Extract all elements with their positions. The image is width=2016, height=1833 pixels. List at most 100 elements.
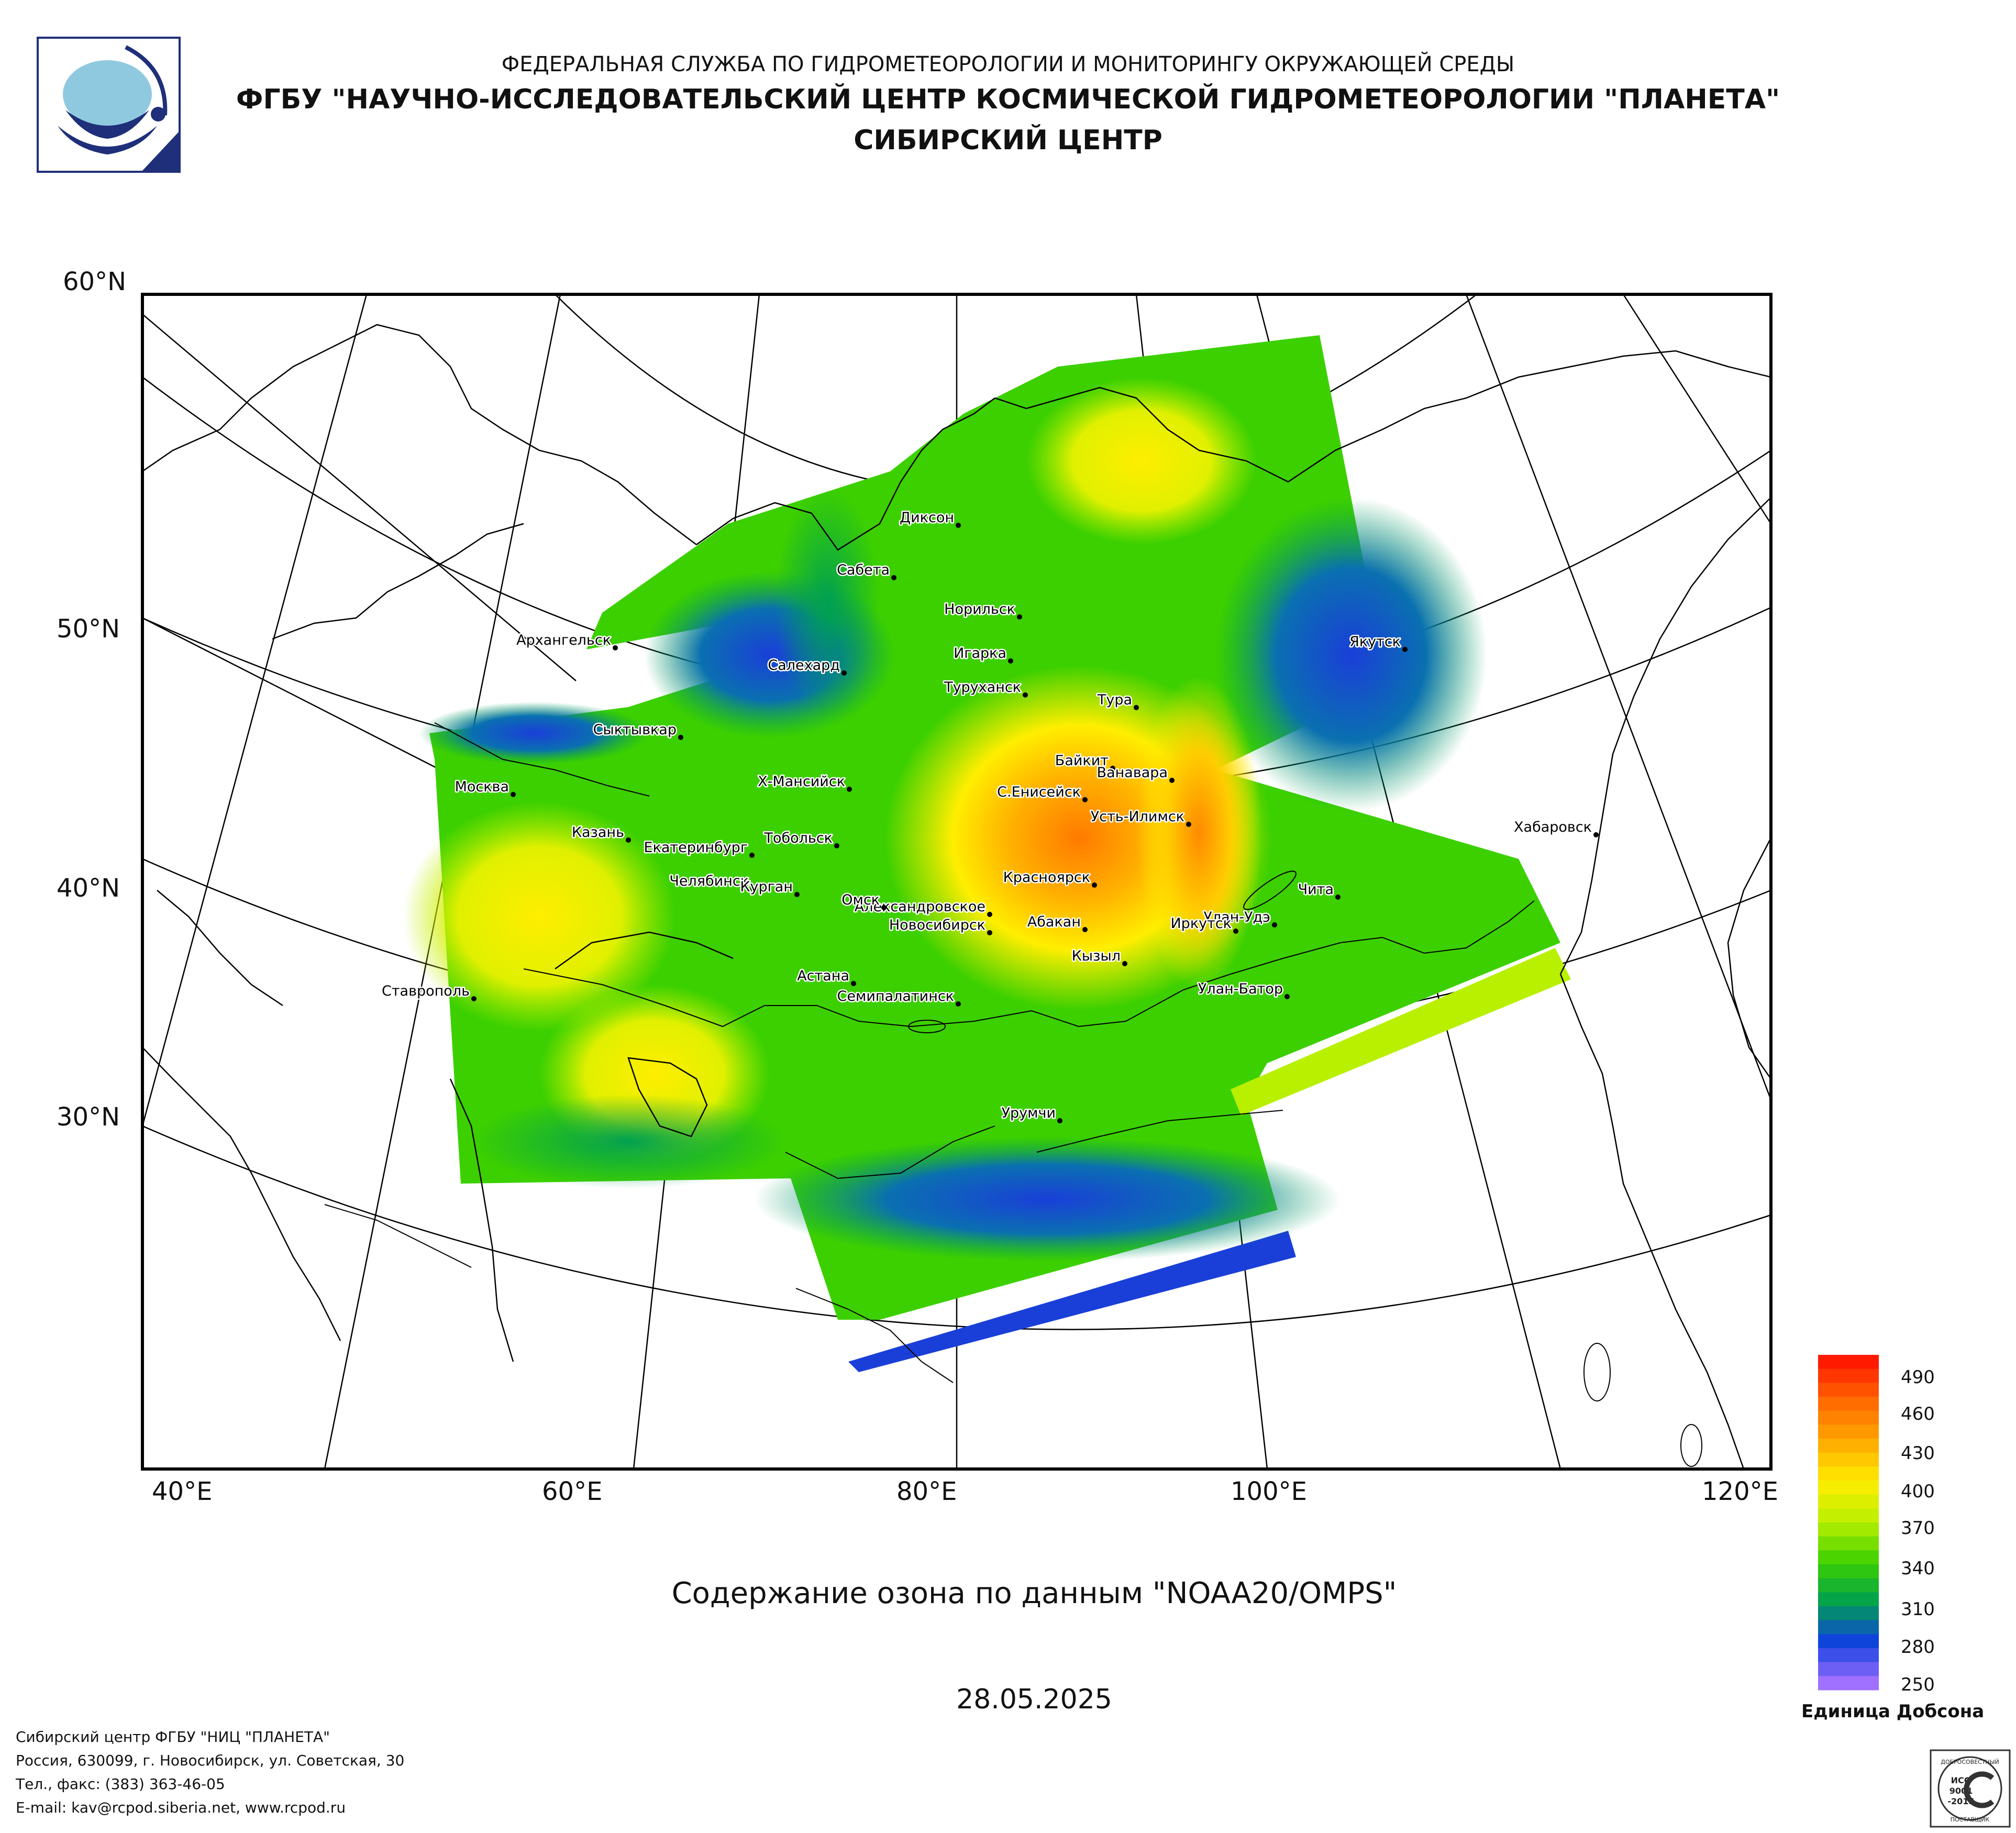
city-dot (749, 853, 755, 858)
city-dot (794, 892, 800, 897)
city-label: Иркутск (1170, 915, 1232, 932)
iso-badge: ДОБРОСОВЕСТНЫЙ ИСО 9001 -2015 ПОСТАВЩИК (1930, 1749, 2011, 1828)
city-label: Тобольск (763, 830, 833, 846)
city-dot (1122, 961, 1127, 966)
city-label: Тура (1097, 692, 1132, 708)
borders (324, 722, 1535, 1383)
city-dot (1233, 929, 1238, 934)
city-label: Якутск (1349, 634, 1401, 650)
city-label: Красноярск (1003, 869, 1090, 886)
city-label: Казань (572, 824, 624, 841)
legend-label-310: 310 (1901, 1599, 1935, 1620)
legend-swatch (1818, 1564, 1879, 1579)
city-dot (1593, 832, 1599, 837)
legend-label-460: 460 (1901, 1404, 1935, 1425)
legend-swatch (1818, 1578, 1879, 1593)
lon-label-100: 100°E (1231, 1477, 1307, 1506)
lon-label-80: 80°E (896, 1477, 957, 1506)
map-caption: Содержание озона по данным "NOAA20/OMPS" (671, 1576, 1397, 1610)
city-label: Кызыл (1072, 948, 1121, 964)
city-dot (847, 787, 852, 792)
legend-swatch (1818, 1439, 1879, 1453)
city-dot (1023, 692, 1028, 698)
city-label: Диксон (900, 510, 954, 526)
legend-swatch (1818, 1397, 1879, 1411)
city-label: Игарка (954, 645, 1006, 661)
lat-label-30: 30°N (57, 1102, 120, 1132)
footer-address: Россия, 630099, г. Новосибирск, ул. Сове… (16, 1752, 405, 1769)
city-label: Ванавара (1097, 765, 1168, 781)
legend-swatch (1818, 1481, 1879, 1495)
iso-text-top: ДОБРОСОВЕСТНЫЙ (1941, 1759, 1999, 1765)
city-dot (956, 523, 961, 528)
map-date: 28.05.2025 (956, 1684, 1112, 1715)
legend-swatch (1818, 1620, 1879, 1635)
coastlines (142, 324, 1771, 1469)
city-dot (956, 1001, 961, 1007)
city-label: Сыктывкар (593, 722, 677, 738)
legend-swatch (1818, 1508, 1879, 1523)
legend-label-370: 370 (1901, 1518, 1935, 1539)
lon-label-120: 120°E (1702, 1477, 1778, 1506)
city-label: Салехард (768, 657, 840, 673)
city-dot (1082, 797, 1088, 802)
city-label: Челябинск (669, 873, 749, 889)
city-label: Туруханск (944, 679, 1021, 695)
legend-swatch (1818, 1606, 1879, 1621)
city-label: Чита (1298, 881, 1334, 898)
lat-label-40: 40°N (57, 874, 120, 903)
color-legend (1818, 1355, 1879, 1691)
city-label: Новосибирск (889, 917, 985, 933)
lon-label-40: 40°E (152, 1477, 213, 1506)
legend-swatch (1818, 1368, 1879, 1383)
legend-swatch (1818, 1676, 1879, 1691)
city-label: Курган (740, 879, 793, 895)
legend-swatch (1818, 1550, 1879, 1565)
city-dot (1402, 647, 1408, 652)
city-label: Астана (797, 968, 849, 984)
legend-swatch (1818, 1452, 1879, 1467)
city-label: Архангельск (516, 632, 611, 648)
legend-swatch (1818, 1536, 1879, 1551)
city-dot (987, 912, 992, 917)
legend-label-280: 280 (1901, 1637, 1935, 1658)
city-label: Улан-Батор (1198, 981, 1283, 997)
iso-text-bottom: ПОСТАВЩИК (1951, 1816, 1990, 1823)
city-label: Абакан (1027, 914, 1081, 930)
city-dot (834, 843, 839, 848)
city-dot (1186, 822, 1191, 827)
city-dot (851, 981, 856, 986)
city-dot (1272, 922, 1277, 927)
legend-swatch (1818, 1522, 1879, 1537)
lat-label-50: 50°N (57, 614, 120, 644)
legend-swatch (1818, 1383, 1879, 1397)
city-dot (750, 886, 756, 891)
city-label: Улан-Удэ (1203, 909, 1270, 925)
city-dot (613, 645, 618, 650)
planeta-logo (37, 37, 181, 173)
legend-swatch (1818, 1466, 1879, 1481)
lat-label-60: 60°N (63, 267, 126, 296)
city-label: Х-Мансийск (758, 774, 845, 790)
legend-swatch (1818, 1662, 1879, 1676)
legend-swatch (1818, 1410, 1879, 1425)
city-dot (1335, 895, 1341, 900)
legend-label-340: 340 (1901, 1558, 1935, 1579)
city-label: Сабета (837, 562, 890, 578)
city-label: Екатеринбург (644, 840, 748, 856)
city-label: Урумчи (1002, 1105, 1056, 1121)
city-dot (1008, 658, 1013, 664)
city-dot (511, 792, 516, 797)
city-dot (1092, 882, 1097, 888)
header-center: СИБИРСКИЙ ЦЕНТР (854, 125, 1162, 156)
city-dot (626, 837, 631, 843)
city-dot (881, 905, 887, 910)
city-label: Норильск (944, 601, 1015, 617)
footer-org: Сибирский центр ФГБУ "НИЦ "ПЛАНЕТА" (16, 1728, 330, 1746)
city-dot (1110, 766, 1115, 771)
water-bodies (908, 870, 1702, 1467)
city-label: Александровское (855, 899, 985, 915)
header-institution: ФГБУ "НАУЧНО-ИССЛЕДОВАТЕЛЬСКИЙ ЦЕНТР КОС… (236, 84, 1780, 115)
city-label: Семипалатинск (837, 988, 954, 1004)
legend-swatch (1818, 1494, 1879, 1509)
